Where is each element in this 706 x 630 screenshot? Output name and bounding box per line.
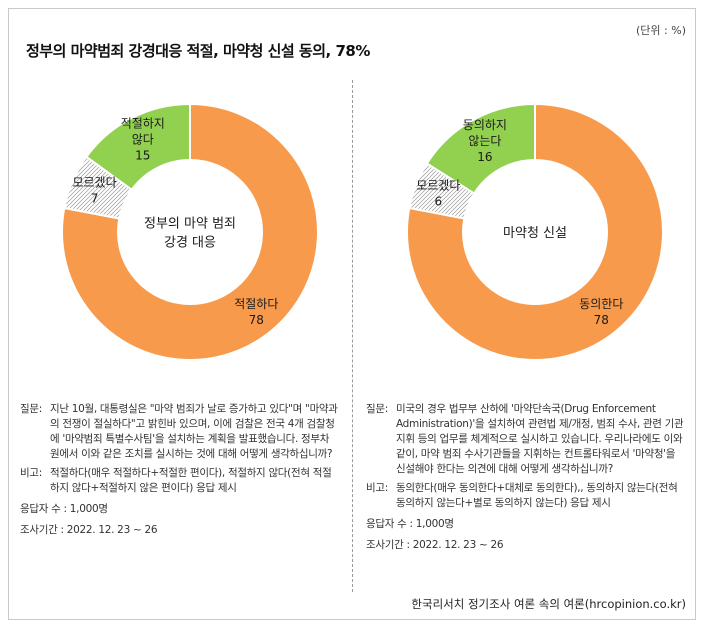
- chart-frame: [8, 8, 696, 620]
- question-row: 질문: 미국의 경우 법무부 산하에 '마약단속국(Drug Enforceme…: [366, 402, 684, 477]
- remark-key: 비고:: [20, 467, 42, 479]
- donut-center-label: 정부의 마약 범죄 강경 대응: [144, 217, 236, 251]
- donut-slice: [425, 102, 536, 195]
- survey-period: 조사기간 : 2022. 12. 23 ~ 26: [20, 524, 158, 536]
- remark-key: 비고:: [366, 482, 388, 494]
- slice-label: 모르겠다 7: [72, 176, 116, 206]
- slice-label: 적절하지 않다 15: [121, 116, 165, 162]
- survey-period: 조사기간 : 2022. 12. 23 ~ 26: [366, 539, 504, 551]
- respondents: 응답자 수 : 1,000명: [366, 518, 454, 530]
- slice-label: 동의한다 78: [579, 297, 623, 327]
- source-credit: 한국리서치 정기조사 여론 속의 여론(hrcopinion.co.kr): [411, 597, 686, 611]
- question-row: 질문: 지난 10월, 대통령실은 "마약 범죄가 날로 증가하고 있다"며 "…: [20, 402, 338, 462]
- donut-slice: [406, 102, 664, 361]
- remark-text: 적절하다(매우 적절하다+적절한 편이다), 적절하지 않다(전혀 적절하지 않…: [49, 467, 332, 494]
- slice-label: 적절하다 78: [234, 297, 278, 327]
- donut-center-label: 마약청 신설: [503, 226, 567, 241]
- slice-label: 동의하지 않는다 16: [463, 118, 507, 164]
- donut-slice: [61, 102, 319, 361]
- donut-slice: [85, 102, 191, 192]
- question-key: 질문:: [20, 403, 42, 415]
- respondents: 응답자 수 : 1,000명: [20, 503, 108, 515]
- remark-text: 동의한다(매우 동의한다+대체로 동의한다),, 동의하지 않는다(전혀 동의하…: [395, 482, 678, 509]
- chart-divider: [352, 80, 353, 592]
- question-key: 질문:: [366, 403, 388, 415]
- chart-title: 정부의 마약범죄 강경대응 적절, 마약청 신설 동의, 78%: [26, 42, 370, 60]
- remark-row: 비고: 동의한다(매우 동의한다+대체로 동의한다),, 동의하지 않는다(전혀…: [366, 481, 684, 511]
- question-text: 미국의 경우 법무부 산하에 '마약단속국(Drug Enforcement A…: [395, 403, 684, 475]
- note-drug-agency: 질문: 미국의 경우 법무부 산하에 '마약단속국(Drug Enforceme…: [366, 402, 684, 553]
- slice-label: 모르겠다 6: [416, 179, 460, 209]
- remark-row: 비고: 적절하다(매우 적절하다+적절한 편이다), 적절하지 않다(전혀 적절…: [20, 466, 338, 496]
- question-text: 지난 10월, 대통령실은 "마약 범죄가 날로 증가하고 있다"며 "마약과의…: [49, 403, 338, 460]
- unit-label: (단위 : %): [636, 24, 686, 37]
- note-crackdown: 질문: 지난 10월, 대통령실은 "마약 범죄가 날로 증가하고 있다"며 "…: [20, 402, 338, 538]
